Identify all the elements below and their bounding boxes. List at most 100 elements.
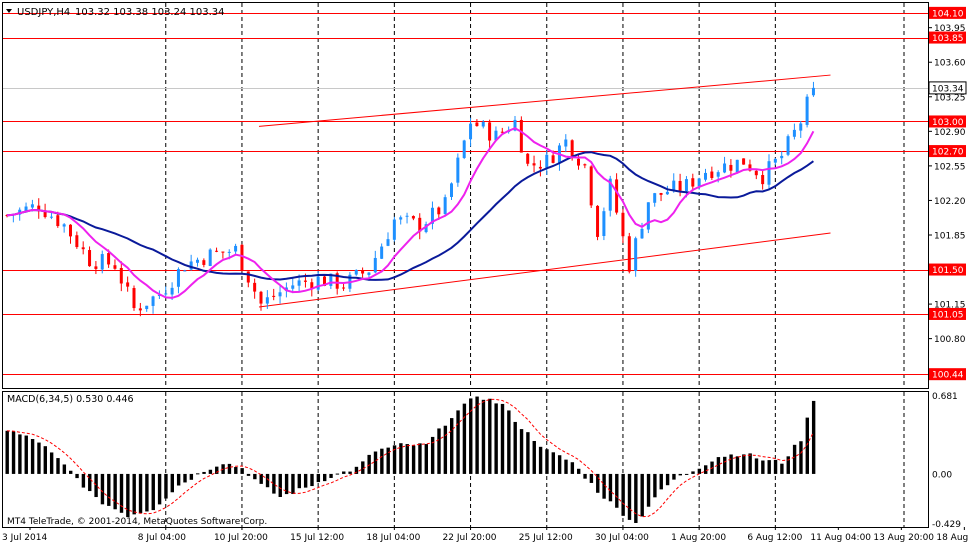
macd-bar (507, 410, 511, 474)
macd-bar (272, 473, 276, 494)
macd-bar (538, 446, 543, 474)
candle-body (786, 136, 790, 155)
candle-body (157, 294, 161, 296)
macd-bar (119, 473, 124, 513)
candle-body (723, 163, 727, 173)
macd-bar (659, 473, 663, 490)
macd-bar (469, 398, 473, 474)
candle-body (240, 244, 244, 271)
candle-body (475, 122, 479, 127)
level-price-label: 101.50 (932, 266, 964, 276)
macd-bar (615, 473, 619, 508)
candle-body (196, 259, 199, 263)
horizontal-levels[interactable] (3, 13, 928, 375)
macd-bar (729, 454, 733, 474)
macd-bar (62, 464, 67, 474)
candle-body (24, 206, 28, 211)
macd-bar (767, 460, 771, 474)
current-price-label: 103.34 (932, 84, 964, 94)
candle-body (430, 207, 434, 224)
macd-bar (551, 452, 555, 474)
macd-bar (475, 396, 479, 474)
ma-fast-line (6, 127, 815, 299)
macd-bar (183, 473, 187, 483)
macd-bar (430, 436, 435, 474)
candle-body (481, 121, 485, 127)
macd-bar (665, 473, 670, 486)
macd-bar (138, 473, 143, 514)
candle-body (646, 202, 650, 230)
candle-body (221, 251, 225, 253)
macd-bar (113, 473, 117, 510)
macd-bar (704, 465, 708, 474)
macd-bar (513, 421, 517, 474)
level-price-label: 103.00 (932, 118, 964, 128)
candle-body (621, 212, 625, 237)
price-tick-label: 102.55 (934, 162, 966, 172)
candle-body (811, 87, 815, 96)
macd-bar (329, 473, 333, 478)
macd-bar (596, 473, 600, 493)
candle-body (49, 216, 53, 218)
candle-body (469, 123, 473, 140)
level-price-box (929, 31, 966, 44)
candle-body (602, 211, 606, 236)
candle-body (176, 269, 180, 287)
candle-body (615, 179, 619, 213)
macd-bar (697, 468, 702, 474)
level-price-label: 102.70 (932, 148, 964, 158)
candle-body (234, 245, 238, 252)
candle-body (291, 285, 295, 289)
price-tick-label: 100.80 (934, 335, 966, 345)
macd-bar (754, 458, 759, 474)
macd-bar (411, 445, 416, 474)
price-tick-label: 101.85 (934, 231, 966, 241)
moving-averages (6, 127, 815, 299)
candle-body (627, 236, 631, 272)
dropdown-triangle-icon[interactable] (6, 9, 12, 13)
candle-body (373, 257, 377, 273)
level-price-label: 104.10 (932, 9, 964, 19)
candle-body (411, 216, 415, 219)
macd-bar (519, 429, 524, 474)
trend-line-channel-upper[interactable] (258, 74, 831, 127)
candle-body (88, 250, 92, 267)
macd-bar (208, 469, 213, 474)
candle-body (316, 276, 320, 290)
candle-body (94, 266, 98, 269)
candle-body (754, 170, 758, 176)
macd-bar (488, 398, 492, 474)
macd-bar (310, 473, 314, 487)
macd-bar (253, 473, 257, 480)
candle-body (43, 211, 47, 218)
macd-bar (49, 452, 54, 474)
candle-body (354, 269, 358, 275)
macd-bar (30, 439, 35, 474)
macd-axis: 0.681 0.00 -0.429 (932, 392, 961, 530)
macd-bar (583, 473, 587, 479)
candle-body (443, 197, 447, 214)
price-tick-label: 103.95 (934, 24, 966, 34)
candle-body (704, 172, 707, 180)
macd-bar (5, 430, 9, 474)
candle-body (691, 178, 695, 187)
macd-bar (37, 442, 41, 474)
candle-body (189, 261, 193, 270)
macd-tick-label: 0.00 (932, 470, 952, 480)
time-label: 6 Aug 12:00 (747, 533, 802, 543)
channel-lines[interactable] (258, 74, 831, 308)
candle-body (456, 157, 460, 183)
macd-bar (462, 403, 467, 474)
candle-body (462, 140, 466, 158)
trend-line-channel-lower[interactable] (258, 232, 831, 308)
candle-body (386, 239, 390, 246)
candle-body (773, 158, 777, 163)
candle-body (583, 164, 587, 166)
macd-bar (284, 473, 289, 495)
candle-body (132, 288, 136, 309)
time-label: 18 Aug 12:00 (936, 533, 968, 543)
macd-bar (94, 473, 98, 498)
candle-body (684, 179, 688, 192)
time-label: 30 Jul 04:00 (595, 533, 649, 543)
